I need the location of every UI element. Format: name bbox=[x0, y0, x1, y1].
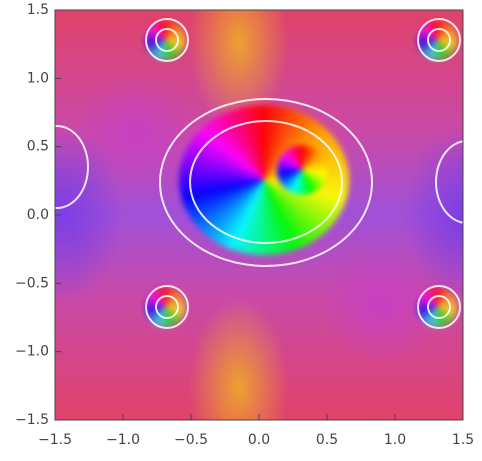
x-tick-label: −0.5 bbox=[174, 432, 208, 448]
x-tick-label: −1.5 bbox=[38, 432, 72, 448]
x-tick-label: 1.0 bbox=[384, 432, 406, 448]
y-tick-label: −1.0 bbox=[15, 344, 49, 360]
x-tick-label: 0.5 bbox=[316, 432, 338, 448]
plot-frame bbox=[54, 9, 464, 421]
plot-image bbox=[55, 10, 463, 420]
y-tick-label: −0.5 bbox=[15, 275, 49, 291]
y-tick-label: 1.5 bbox=[27, 2, 49, 18]
y-tick-label: 1.0 bbox=[27, 70, 49, 86]
y-tick-label: 0.5 bbox=[27, 139, 49, 155]
y-tick-label: 0.0 bbox=[27, 207, 49, 223]
x-tick-label: −1.0 bbox=[106, 432, 140, 448]
y-tick-label: −1.5 bbox=[15, 412, 49, 428]
x-tick-label: 1.5 bbox=[452, 432, 474, 448]
x-tick-label: 0.0 bbox=[248, 432, 270, 448]
